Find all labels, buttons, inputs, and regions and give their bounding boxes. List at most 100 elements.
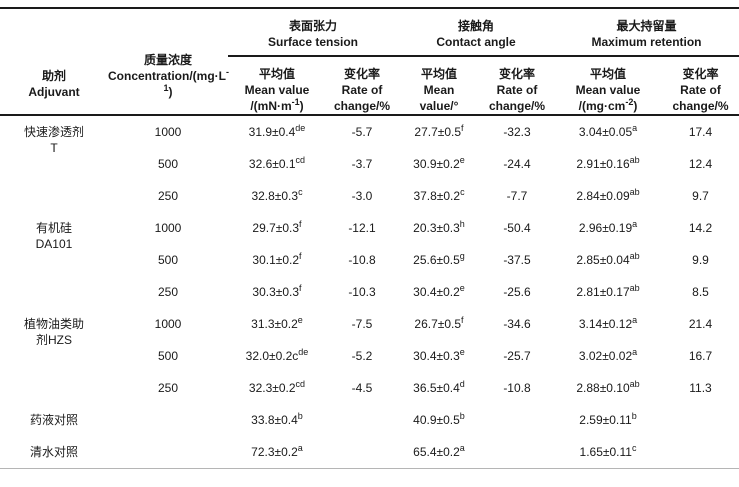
surface-tension-mean-cell: 72.3±0.2a xyxy=(251,443,303,460)
surface-tension-mean-cell: 32.3±0.2cd xyxy=(248,379,306,396)
col-header-concentration: 质量浓度 Concentration/(mg·L-1) xyxy=(108,8,229,116)
adjuvant-label: 药液对照 xyxy=(29,413,78,427)
maximum-retention-rate-cell: 9.7 xyxy=(692,189,709,203)
maximum-retention-mean-cell: 3.04±0.05a xyxy=(578,123,638,140)
maximum-retention-rate-cell: 16.7 xyxy=(688,349,713,363)
adjuvant-label: 植物油类助 剂HZS xyxy=(23,317,84,347)
adjuvant-label: 快速渗透剂 T xyxy=(23,125,84,155)
concentration-cell: 250 xyxy=(157,189,179,203)
surface-tension-mean-cell: 31.9±0.4de xyxy=(248,123,306,140)
group-header-row: 助剂 Adjuvant 质量浓度 Concentration/(mg·L-1) … xyxy=(0,8,739,116)
group-header-contact-angle: 接触角 Contact angle xyxy=(398,8,554,57)
surface-tension-mean-cell: 31.3±0.2e xyxy=(251,315,303,332)
concentration-cell: 500 xyxy=(157,157,179,171)
adjuvant-label: 有机硅 DA101 xyxy=(35,221,73,251)
table-row: 250 30.3±0.3f -10.3 30.4±0.2e -25.6 2.81… xyxy=(0,276,739,308)
contact-angle-rate-cell xyxy=(480,436,554,469)
concentration-cell: 1000 xyxy=(154,125,182,139)
contact-angle-mean-cell: 36.5±0.4d xyxy=(413,379,465,396)
contact-angle-rate-cell: -25.7 xyxy=(503,349,531,363)
table-row: 清水对照 72.3±0.2a 65.4±0.2a 1.65±0.11c xyxy=(0,436,739,469)
subheader-surface-tension-rate: 变化率 Rate of change/% xyxy=(326,56,398,116)
contact-angle-rate-cell: -32.3 xyxy=(503,125,531,139)
col-header-adjuvant: 助剂 Adjuvant xyxy=(0,8,108,116)
surface-tension-rate-cell: -10.3 xyxy=(348,285,376,299)
surface-tension-mean-cell: 29.7±0.3f xyxy=(252,219,302,236)
maximum-retention-mean-cell: 2.59±0.11b xyxy=(579,411,637,428)
concentration-cell: 250 xyxy=(157,285,179,299)
subheader-maximum-retention-mean: 平均值 Mean value /(mg·cm-2) xyxy=(554,56,662,116)
maximum-retention-mean-cell: 2.96±0.19a xyxy=(578,219,638,236)
maximum-retention-mean-cell: 2.81±0.17ab xyxy=(576,283,640,300)
maximum-retention-rate-cell: 8.5 xyxy=(692,285,709,299)
subheader-maximum-retention-rate: 变化率 Rate of change/% xyxy=(662,56,739,116)
surface-tension-mean-cell: 30.3±0.3f xyxy=(252,283,302,300)
concentration-cell: 1000 xyxy=(154,317,182,331)
contact-angle-rate-cell: -37.5 xyxy=(503,253,531,267)
contact-angle-mean-cell: 30.4±0.3e xyxy=(413,347,465,364)
maximum-retention-rate-cell: 11.3 xyxy=(689,381,712,395)
surface-tension-mean-cell: 32.8±0.3c xyxy=(251,187,303,204)
contact-angle-mean-cell: 30.9±0.2e xyxy=(413,155,465,172)
group-header-surface-tension: 表面张力 Surface tension xyxy=(228,8,398,57)
maximum-retention-mean-cell: 2.91±0.16ab xyxy=(576,155,640,172)
concentration-cell xyxy=(108,436,228,469)
concentration-cell: 500 xyxy=(157,349,179,363)
adjuvant-properties-table: 助剂 Adjuvant 质量浓度 Concentration/(mg·L-1) … xyxy=(0,7,739,469)
contact-angle-mean-cell: 25.6±0.5g xyxy=(413,251,465,268)
maximum-retention-mean-cell: 3.14±0.12a xyxy=(578,315,638,332)
contact-angle-rate-cell: -34.6 xyxy=(503,317,531,331)
maximum-retention-mean-cell: 3.02±0.02a xyxy=(578,347,638,364)
maximum-retention-rate-cell xyxy=(662,404,739,436)
contact-angle-mean-cell: 37.8±0.2c xyxy=(413,187,465,204)
concentration-cell xyxy=(108,404,228,436)
contact-angle-mean-cell: 40.9±0.5b xyxy=(413,411,465,428)
maximum-retention-mean-cell: 2.88±0.10ab xyxy=(576,379,640,396)
surface-tension-rate-cell: -5.7 xyxy=(351,125,373,139)
surface-tension-mean-cell: 32.0±0.2cde xyxy=(245,347,309,364)
table-row: 500 32.0±0.2cde -5.2 30.4±0.3e -25.7 3.0… xyxy=(0,340,739,372)
table-row: 植物油类助 剂HZS 1000 31.3±0.2e -7.5 26.7±0.5f… xyxy=(0,308,739,348)
concentration-cell: 500 xyxy=(157,253,179,267)
table-row: 250 32.8±0.3c -3.0 37.8±0.2c -7.7 2.84±0… xyxy=(0,180,739,212)
table-row: 500 30.1±0.2f -10.8 25.6±0.5g -37.5 2.85… xyxy=(0,244,739,276)
maximum-retention-rate-cell: 21.4 xyxy=(688,317,713,331)
concentration-cell: 1000 xyxy=(154,221,182,235)
contact-angle-rate-cell: -25.6 xyxy=(503,285,531,299)
table-row: 有机硅 DA101 1000 29.7±0.3f -12.1 20.3±0.3h… xyxy=(0,212,739,252)
surface-tension-rate-cell xyxy=(326,404,398,436)
concentration-cell: 250 xyxy=(157,381,179,395)
surface-tension-rate-cell: -10.8 xyxy=(348,253,376,267)
contact-angle-rate-cell: -7.7 xyxy=(506,189,528,203)
contact-angle-mean-cell: 26.7±0.5f xyxy=(414,315,464,332)
surface-tension-mean-cell: 30.1±0.2f xyxy=(252,251,302,268)
contact-angle-rate-cell: -10.8 xyxy=(503,381,531,395)
maximum-retention-rate-cell: 12.4 xyxy=(688,157,713,171)
subheader-contact-angle-rate: 变化率 Rate of change/% xyxy=(480,56,554,116)
table-row: 250 32.3±0.2cd -4.5 36.5±0.4d -10.8 2.88… xyxy=(0,372,739,404)
surface-tension-rate-cell: -5.2 xyxy=(351,349,373,363)
maximum-retention-rate-cell: 9.9 xyxy=(692,253,709,267)
maximum-retention-mean-cell: 2.84±0.09ab xyxy=(576,187,640,204)
contact-angle-rate-cell xyxy=(480,404,554,436)
surface-tension-rate-cell: -3.0 xyxy=(351,189,373,203)
col-header-adjuvant-en: Adjuvant xyxy=(28,85,80,99)
maximum-retention-rate-cell xyxy=(662,436,739,469)
group-header-maximum-retention: 最大持留量 Maximum retention xyxy=(554,8,739,57)
maximum-retention-mean-cell: 1.65±0.11c xyxy=(579,443,637,460)
contact-angle-rate-cell: -50.4 xyxy=(503,221,531,235)
subheader-surface-tension-mean: 平均值 Mean value /(mN·m-1) xyxy=(228,56,326,116)
table-row: 药液对照 33.8±0.4b 40.9±0.5b 2.59±0.11b xyxy=(0,404,739,436)
contact-angle-mean-cell: 20.3±0.3h xyxy=(413,219,465,236)
col-header-concentration-zh: 质量浓度 xyxy=(143,53,192,67)
contact-angle-mean-cell: 30.4±0.2e xyxy=(413,283,465,300)
col-header-concentration-en: Concentration/(mg·L-1) xyxy=(108,67,229,100)
contact-angle-rate-cell: -24.4 xyxy=(503,157,531,171)
maximum-retention-mean-cell: 2.85±0.04ab xyxy=(576,251,640,268)
col-header-adjuvant-zh: 助剂 xyxy=(41,69,66,83)
adjuvant-label: 清水对照 xyxy=(29,445,78,459)
surface-tension-rate-cell: -4.5 xyxy=(351,381,373,395)
surface-tension-rate-cell: -3.7 xyxy=(351,157,373,171)
maximum-retention-rate-cell: 17.4 xyxy=(688,125,713,139)
